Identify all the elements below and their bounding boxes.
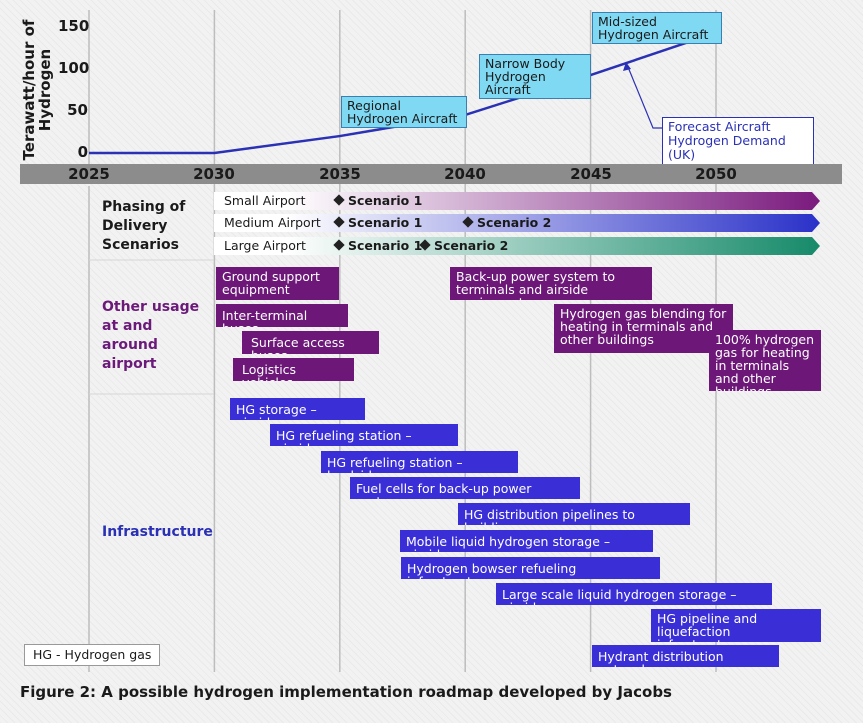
- infrastructure-item: Hydrogen bowser refueling infrastructure: [401, 557, 660, 579]
- callout-narrow-body-aircraft: Narrow Body Hydrogen Aircraft: [479, 54, 591, 99]
- phase-airport-label: Large Airport: [224, 238, 306, 253]
- scenario-marker: Scenario 2: [462, 214, 552, 232]
- phase-airport-label: Small Airport: [224, 193, 306, 208]
- phase-bar-large-airport: [214, 237, 820, 255]
- scenario-marker: Scenario 2: [419, 237, 509, 255]
- scenario-label: Scenario 1: [348, 215, 423, 230]
- scenario-label: Scenario 1: [348, 238, 423, 253]
- forecast-leader-line: [627, 66, 662, 129]
- usage-item: Hydrogen gas blending for heating in ter…: [554, 304, 733, 353]
- abbreviation-legend: HG - Hydrogen gas: [24, 644, 161, 666]
- scenario-marker: Scenario 1: [333, 192, 423, 210]
- forecast-demand-label: Forecast Aircraft Hydrogen Demand (UK): [662, 117, 814, 165]
- infrastructure-item: HG refueling station – airside: [270, 424, 458, 446]
- phase-bar-small-airport: [214, 192, 820, 210]
- infrastructure-item: HG refueling station – landside: [321, 451, 518, 473]
- y-tick-label: 150: [58, 17, 90, 35]
- usage-item: Surface access buses: [242, 331, 379, 354]
- diamond-icon: [419, 239, 431, 251]
- infrastructure-item: Fuel cells for back-up power systems: [350, 477, 580, 499]
- infrastructure-section-title: Infrastructure: [102, 524, 213, 540]
- y-tick-label: 100: [58, 59, 90, 77]
- x-tick-label: 2050: [695, 165, 737, 183]
- phase-bar-medium-airport: [214, 214, 820, 232]
- y-tick-label: 50: [67, 101, 88, 119]
- scenario-marker: Scenario 1: [333, 237, 423, 255]
- timeline-bar: [20, 164, 842, 184]
- diamond-icon: [333, 216, 345, 228]
- figure-caption: Figure 2: A possible hydrogen implementa…: [20, 683, 672, 701]
- x-tick-label: 2045: [570, 165, 612, 183]
- usage-item: Ground support equipment: [216, 267, 339, 300]
- diamond-icon: [333, 239, 345, 251]
- series-line: [89, 31, 717, 155]
- infrastructure-item: Hydrant distribution network: [592, 645, 779, 667]
- infrastructure-item: Mobile liquid hydrogen storage – airside: [400, 530, 653, 552]
- x-tick-label: 2035: [319, 165, 361, 183]
- usage-item: 100% hydrogen gas for heating in termina…: [709, 330, 821, 391]
- x-tick-label: 2040: [444, 165, 486, 183]
- x-tick-label: 2025: [68, 165, 110, 183]
- scenario-label: Scenario 2: [434, 238, 509, 253]
- y-axis-title: Terawatt/hour of Hydrogen: [20, 19, 54, 161]
- section-separators: [88, 186, 214, 672]
- scenario-label: Scenario 1: [348, 193, 423, 208]
- y-tick-label: 0: [77, 143, 88, 161]
- scenario-marker: Scenario 1: [333, 214, 423, 232]
- usage-item: Logistics vehicles: [233, 358, 354, 381]
- callout-mid-sized-aircraft: Mid-sized Hydrogen Aircraft: [592, 12, 722, 44]
- infrastructure-item: HG storage – airside: [230, 398, 365, 420]
- scenario-label: Scenario 2: [477, 215, 552, 230]
- demand-series: [89, 31, 717, 155]
- usage-item: Inter-terminal buses: [216, 304, 348, 327]
- diamond-icon: [462, 216, 474, 228]
- infrastructure-item: Large scale liquid hydrogen storage – ai…: [496, 583, 772, 605]
- x-tick-label: 2030: [193, 165, 235, 183]
- arrow-head-icon: [623, 62, 631, 71]
- diamond-icon: [333, 194, 345, 206]
- phase-airport-label: Medium Airport: [224, 215, 321, 230]
- infrastructure-item: HG distribution pipelines to buildings: [458, 503, 690, 525]
- phasing-section-title: Phasing of Delivery Scenarios: [102, 199, 186, 253]
- callout-regional-aircraft: Regional Hydrogen Aircraft: [341, 96, 467, 128]
- usage-item: Back-up power system to terminals and ai…: [450, 267, 652, 300]
- other-usage-section-title: Other usage at and around airport: [102, 299, 200, 372]
- infrastructure-item: HG pipeline and liquefaction infrastruct…: [651, 609, 821, 642]
